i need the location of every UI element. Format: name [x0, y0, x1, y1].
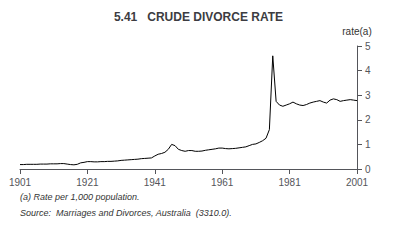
svg-text:0: 0: [365, 164, 371, 175]
svg-text:Source: Marriages and Divorce: Source: Marriages and Divorces, Australi…: [20, 208, 232, 218]
svg-text:1981: 1981: [278, 177, 301, 188]
svg-text:1901: 1901: [9, 177, 32, 188]
svg-text:5.41 CRUDE DIVORCE RATE: 5.41 CRUDE DIVORCE RATE: [114, 10, 283, 24]
svg-text:2001: 2001: [346, 177, 369, 188]
svg-text:1961: 1961: [211, 177, 234, 188]
svg-text:4: 4: [365, 65, 371, 76]
svg-text:5: 5: [365, 41, 371, 52]
svg-text:(a) Rate per 1,000 population.: (a) Rate per 1,000 population.: [20, 192, 140, 202]
svg-text:1921: 1921: [76, 177, 99, 188]
svg-text:3: 3: [365, 90, 371, 101]
svg-text:2: 2: [365, 114, 371, 125]
svg-text:rate(a): rate(a): [342, 26, 371, 37]
svg-text:1: 1: [365, 139, 371, 150]
svg-text:1941: 1941: [144, 177, 167, 188]
